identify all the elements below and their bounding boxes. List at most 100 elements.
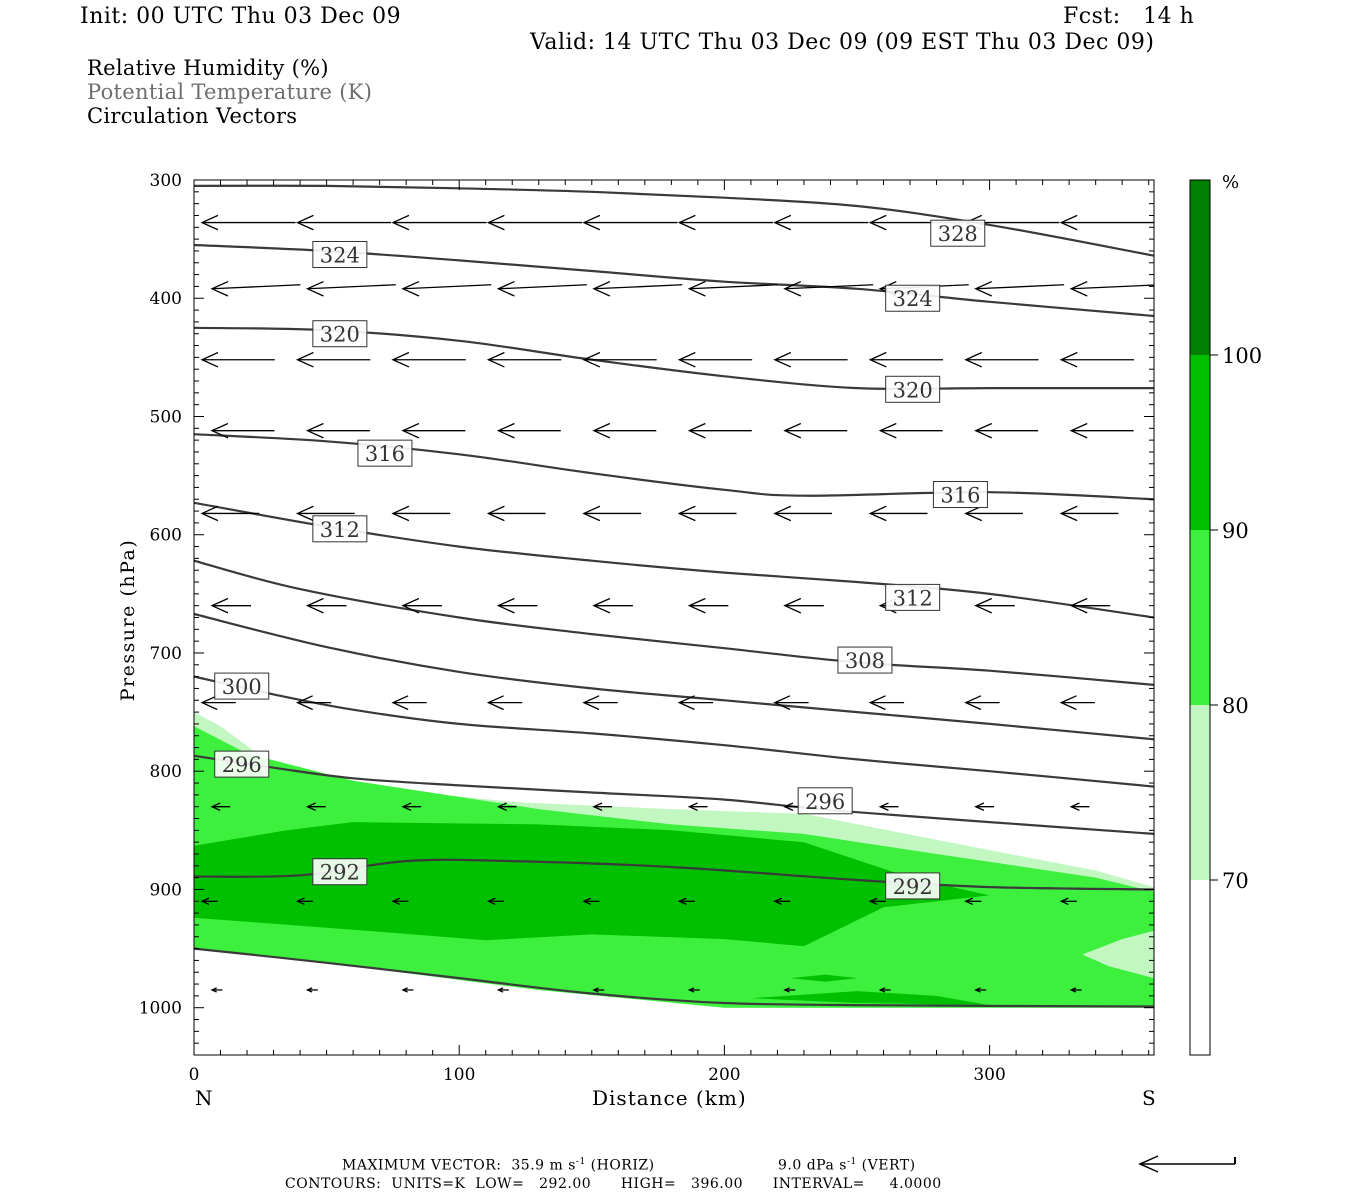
circulation-vector bbox=[1069, 987, 1082, 993]
vector-head bbox=[974, 422, 993, 439]
y-tick-label: 300 bbox=[150, 171, 182, 191]
vector-head bbox=[677, 351, 696, 368]
circulation-vector bbox=[1059, 897, 1077, 906]
vector-head bbox=[773, 695, 791, 711]
vector-shaft bbox=[784, 284, 874, 290]
colorbar-segment bbox=[1190, 705, 1210, 880]
footer-vert-label: (VERT) bbox=[856, 1157, 916, 1174]
circulation-vector bbox=[868, 351, 944, 368]
circulation-vector bbox=[1157, 696, 1191, 710]
vector-head bbox=[391, 351, 410, 368]
contour-label-text: 308 bbox=[845, 649, 885, 673]
contour-label-box bbox=[357, 439, 413, 467]
circulation-vector bbox=[295, 505, 355, 522]
contour-label-text: 296 bbox=[805, 790, 845, 814]
vector-head bbox=[1069, 597, 1088, 614]
vector-shaft bbox=[307, 284, 396, 290]
circulation-vector bbox=[592, 802, 613, 811]
y-tick-label: 500 bbox=[150, 407, 182, 427]
vector-head bbox=[1059, 897, 1069, 906]
circulation-vector bbox=[773, 214, 869, 231]
circulation-vector bbox=[687, 802, 708, 811]
contour-label-text: 300 bbox=[222, 675, 262, 699]
circulation-vector bbox=[486, 214, 583, 231]
circulation-vector bbox=[582, 214, 678, 231]
contour-label-text: 328 bbox=[938, 222, 978, 246]
vector-head bbox=[391, 695, 409, 711]
contour-label-316: 316 bbox=[357, 439, 413, 467]
vector-head bbox=[964, 897, 974, 906]
circulation-vector bbox=[496, 422, 561, 439]
circulation-vector bbox=[1059, 351, 1135, 368]
vector-head bbox=[868, 695, 886, 711]
y-tick-label: 400 bbox=[150, 289, 182, 309]
x-tick-label: 100 bbox=[443, 1065, 475, 1085]
circulation-vector bbox=[974, 280, 1065, 297]
vector-head bbox=[1157, 353, 1173, 367]
vector-head bbox=[974, 280, 993, 297]
vector-head bbox=[773, 897, 783, 906]
vector-head bbox=[200, 897, 210, 906]
contour-label-text: 312 bbox=[320, 518, 360, 542]
vector-head bbox=[1059, 505, 1078, 522]
legend-potential-temperature: Potential Temperature (K) bbox=[87, 80, 373, 104]
colorbar-segment bbox=[1190, 530, 1210, 705]
footer-max-vector-vert: 9.0 dPa s-1 (VERT) bbox=[778, 1157, 916, 1174]
vector-layer bbox=[200, 214, 1191, 993]
circulation-vector bbox=[868, 695, 905, 711]
vector-head bbox=[200, 695, 218, 711]
colorbar-label: 90 bbox=[1222, 519, 1249, 543]
vector-head bbox=[496, 802, 507, 811]
footer-exp-2: -1 bbox=[846, 1157, 857, 1167]
vector-head bbox=[210, 280, 229, 297]
circulation-vector bbox=[1059, 695, 1096, 711]
colorbar-label: 70 bbox=[1222, 869, 1249, 893]
contour-label-292: 292 bbox=[885, 872, 941, 900]
vector-head bbox=[210, 597, 229, 614]
contour-label-box bbox=[797, 787, 853, 815]
vector-shaft bbox=[593, 284, 683, 290]
y-tick-label: 800 bbox=[150, 762, 182, 782]
theta-contour-288 bbox=[194, 947, 1154, 1008]
vector-head bbox=[391, 214, 410, 231]
footer-max-vector-vert-value: 9.0 dPa s bbox=[778, 1157, 847, 1174]
vector-head bbox=[592, 280, 611, 297]
contour-label-292: 292 bbox=[312, 858, 368, 886]
circulation-vector bbox=[210, 422, 275, 439]
contour-label-text: 292 bbox=[893, 875, 933, 899]
vector-head bbox=[687, 280, 706, 297]
theta-contour-304 bbox=[194, 612, 1154, 741]
contour-label-316: 316 bbox=[932, 481, 988, 509]
vector-head bbox=[401, 802, 412, 811]
vector-head bbox=[773, 351, 792, 368]
circulation-vector bbox=[582, 897, 600, 906]
circulation-vector bbox=[974, 987, 987, 993]
contour-label-text: 312 bbox=[893, 586, 933, 610]
vector-head bbox=[1069, 422, 1088, 439]
circulation-vector bbox=[305, 987, 318, 993]
circulation-vector bbox=[677, 505, 737, 522]
vector-head bbox=[677, 214, 696, 231]
vector-head bbox=[486, 214, 505, 231]
circulation-vector bbox=[401, 987, 414, 993]
circulation-vector bbox=[878, 987, 891, 993]
vector-head bbox=[1059, 351, 1078, 368]
circulation-vector bbox=[295, 695, 332, 711]
circulation-vector bbox=[200, 351, 275, 368]
circulation-vector bbox=[783, 597, 824, 614]
y-tick-label: 900 bbox=[150, 880, 182, 900]
vector-head bbox=[305, 280, 324, 297]
valid-time: Valid: 14 UTC Thu 03 Dec 09 (09 EST Thu … bbox=[530, 30, 1155, 55]
contour-label-box bbox=[312, 858, 368, 886]
contour-label-box bbox=[214, 750, 270, 778]
y-tick-label: 1000 bbox=[139, 999, 182, 1019]
contour-label-box bbox=[885, 284, 941, 312]
colorbar: 70 80 90 100% bbox=[1189, 172, 1262, 1056]
circulation-vector bbox=[295, 897, 314, 906]
vector-head bbox=[687, 987, 695, 993]
theta-contour-308 bbox=[194, 559, 1154, 686]
circulation-vector bbox=[486, 897, 505, 906]
circulation-vector bbox=[773, 351, 848, 368]
circulation-vector bbox=[401, 802, 422, 811]
circulation-vector bbox=[391, 214, 487, 231]
